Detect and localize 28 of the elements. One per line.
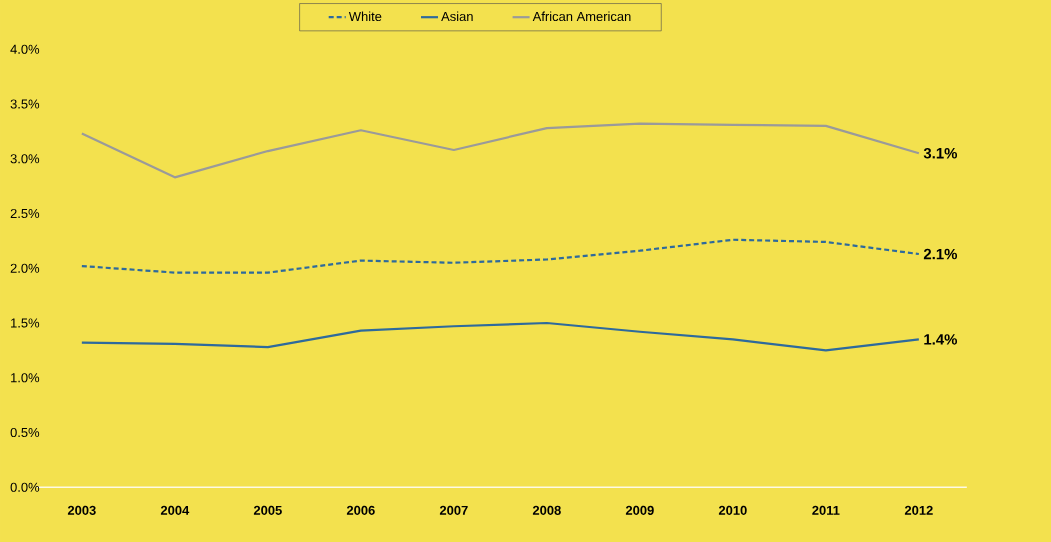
- y-tick-label: 3.0%: [10, 154, 40, 164]
- data-label: 1.4%: [924, 334, 958, 345]
- x-tick-label: 2007: [439, 505, 468, 515]
- legend-label: Asian: [441, 11, 473, 22]
- x-tick-label: 2012: [904, 505, 933, 515]
- y-tick-label: 0.5%: [10, 427, 40, 438]
- legend-label: White: [348, 11, 382, 22]
- x-tick-label: 2009: [625, 505, 654, 515]
- y-tick-label: 1.0%: [11, 373, 40, 383]
- data-label: 3.1%: [923, 147, 958, 159]
- y-tick-label: 2.0%: [10, 263, 40, 273]
- line-series: [80, 238, 920, 274]
- x-tick-label: 2011: [812, 505, 840, 515]
- x-tick-label: 2003: [67, 505, 96, 515]
- x-tick-label: 2004: [160, 505, 190, 515]
- x-tick-label: 2010: [718, 505, 747, 515]
- data-label: 2.1%: [923, 248, 958, 260]
- line-series: [80, 321, 920, 352]
- y-tick-label: 3.5%: [10, 99, 40, 109]
- line-series: [80, 122, 920, 179]
- legend-label: African American: [532, 11, 631, 22]
- y-tick-label: 2.5%: [10, 208, 40, 219]
- y-tick-label: 1.5%: [11, 318, 40, 328]
- x-tick-label: 2006: [346, 505, 375, 515]
- x-tick-label: 2005: [253, 505, 282, 515]
- y-tick-label: 0.0%: [10, 482, 40, 492]
- x-tick-label: 2008: [532, 505, 561, 515]
- y-tick-label: 4.0%: [10, 44, 40, 54]
